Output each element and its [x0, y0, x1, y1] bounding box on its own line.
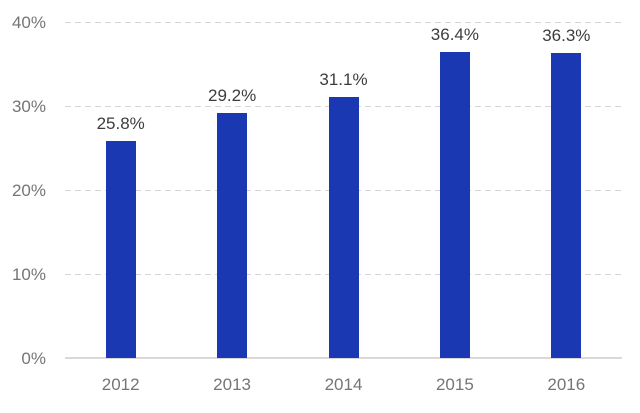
bar-2014 [328, 96, 359, 358]
data-label: 25.8% [96, 114, 145, 134]
bar-2016 [551, 53, 582, 358]
x-tick-label: 2012 [101, 375, 140, 394]
x-tick-label: 2015 [435, 375, 474, 394]
bar-2015 [439, 52, 470, 358]
x-tick-label: 2013 [213, 375, 252, 394]
data-label: 36.4% [430, 25, 479, 45]
y-tick-label: 30% [11, 97, 46, 116]
data-label: 29.2% [207, 85, 257, 105]
y-tick-label: 40% [11, 13, 46, 32]
plot-area: 25.8% 29.2% 31.1% 36.4% 36.3% [65, 22, 622, 359]
x-axis-line [65, 357, 622, 359]
y-axis: 0% 10% 20% 30% 40% [0, 0, 46, 413]
y-tick-label: 10% [11, 265, 46, 284]
x-axis: 2012 2013 2014 2015 2016 [0, 372, 640, 398]
gridline [65, 22, 622, 23]
x-tick-label: 2016 [547, 375, 586, 394]
bar-2012 [105, 141, 136, 358]
bar-2013 [217, 112, 248, 358]
y-tick-label: 20% [11, 181, 46, 200]
y-tick-label: 0% [21, 349, 46, 368]
data-label: 31.1% [319, 69, 368, 89]
x-tick-label: 2014 [324, 375, 363, 394]
data-label: 36.3% [542, 26, 591, 46]
